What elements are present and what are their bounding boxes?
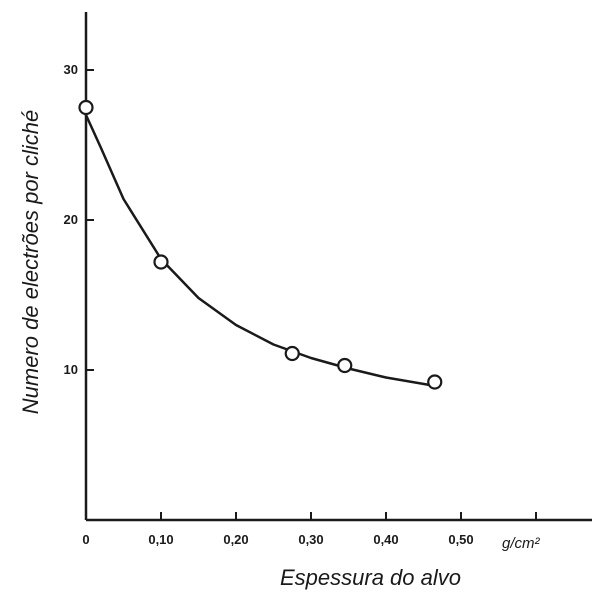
data-point (78, 99, 94, 116)
data-points (78, 99, 443, 390)
x-tick-label: 0,30 (298, 532, 323, 547)
data-point (337, 357, 353, 374)
x-tick-label: 0,40 (373, 532, 398, 547)
y-tick-label: 30 (64, 62, 78, 77)
data-point (284, 345, 300, 362)
y-tick-label: 20 (64, 212, 78, 227)
x-axis-unit: g/cm² (502, 535, 541, 552)
fit-curve (84, 113, 440, 388)
x-tick-label: 0,50 (448, 532, 473, 547)
x-tick-label: 0,10 (148, 532, 173, 547)
x-tick-label: 0 (82, 532, 89, 547)
ticks: 0 0,10 0,20 0,30 0,40 0,50 10 20 30 (64, 62, 537, 547)
fit-curve-group (84, 113, 440, 388)
data-point (427, 374, 443, 390)
axes (84, 12, 592, 522)
x-axis-title: Espessura do alvo (280, 565, 461, 590)
y-tick-label: 10 (64, 362, 78, 377)
x-tick-label: 0,20 (223, 532, 248, 547)
y-axis-title: Numero de electrões por cliché (18, 110, 43, 414)
data-point (153, 254, 169, 270)
